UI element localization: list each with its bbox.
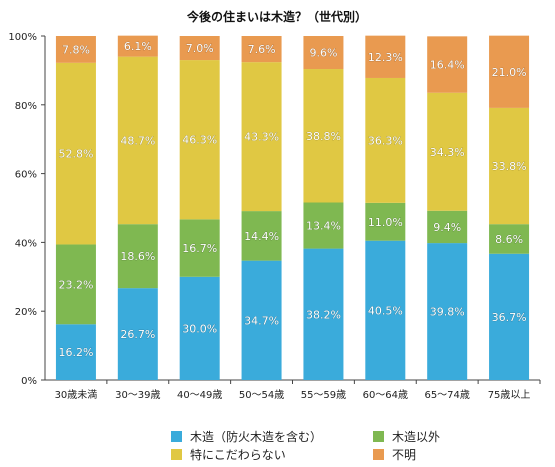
- x-tick-label: 75歳以上: [488, 389, 531, 401]
- data-label: 14.4%: [244, 230, 279, 243]
- bar-segment: [303, 36, 344, 70]
- chart-title: 今後の住まいは木造？（世代別）: [186, 9, 367, 24]
- bar-segment: [55, 324, 96, 380]
- bar-segment: [427, 210, 468, 244]
- bar-segment: [55, 36, 96, 63]
- bar-segment: [117, 56, 158, 225]
- data-label: 7.8%: [62, 43, 90, 56]
- legend-item-non-wooden: 木造以外: [373, 428, 440, 445]
- bar-segment: [55, 244, 96, 325]
- y-tick-label: 100%: [8, 32, 37, 43]
- data-label: 52.8%: [58, 148, 93, 161]
- data-label: 21.0%: [492, 66, 527, 79]
- data-label: 36.3%: [368, 134, 403, 147]
- legend-swatch: [171, 449, 182, 460]
- data-label: 9.6%: [309, 47, 337, 60]
- data-label: 39.8%: [430, 306, 465, 319]
- y-tick-label: 20%: [15, 307, 37, 318]
- data-label: 7.6%: [248, 43, 276, 56]
- bar-segment: [427, 36, 468, 93]
- data-label: 36.7%: [492, 311, 527, 324]
- data-label: 34.3%: [430, 146, 465, 159]
- bar-segment: [365, 240, 406, 380]
- x-tick-label: 50～54歳: [239, 389, 284, 401]
- y-tick-label: 80%: [15, 101, 37, 112]
- bar-segment: [303, 202, 344, 249]
- bar-segment: [179, 276, 220, 380]
- data-label: 23.2%: [58, 278, 93, 291]
- x-tick-label: 30～39歳: [115, 389, 160, 401]
- data-label: 18.6%: [120, 250, 155, 263]
- data-label: 9.4%: [433, 221, 461, 234]
- legend-label: 特にこだわらない: [190, 448, 286, 462]
- data-label: 7.0%: [186, 42, 214, 55]
- data-label: 33.8%: [492, 160, 527, 173]
- data-label: 13.4%: [306, 220, 341, 233]
- legend-label: 木造（防火木造を含む）: [190, 430, 323, 444]
- data-label: 30.0%: [182, 322, 217, 335]
- bar-segment: [427, 243, 468, 380]
- data-label: 43.3%: [244, 131, 279, 144]
- x-tick-label: 60～64歳: [363, 389, 408, 401]
- bar-segment: [55, 62, 96, 245]
- bar-segment: [117, 224, 158, 289]
- x-tick-label: 55～59歳: [301, 389, 346, 401]
- chart-bars: [55, 35, 530, 380]
- bar-segment: [489, 35, 530, 108]
- x-tick-label: 65～74歳: [424, 389, 469, 401]
- bar-segment: [365, 35, 406, 78]
- y-axis-tick-labels: 0% 20% 40% 60% 80% 100%: [8, 32, 37, 387]
- data-label: 40.5%: [368, 304, 403, 317]
- legend-swatch: [373, 449, 384, 460]
- x-tick-label: 30歳未満: [55, 389, 98, 401]
- data-label: 16.4%: [430, 59, 465, 72]
- y-tick-label: 40%: [15, 238, 37, 249]
- bar-segment: [241, 211, 282, 261]
- bar-segment: [179, 60, 220, 220]
- bar-segment: [427, 92, 468, 211]
- bar-segment: [303, 69, 344, 203]
- bar-segment: [179, 36, 220, 61]
- bar-segment: [241, 62, 282, 212]
- data-label: 16.2%: [58, 346, 93, 359]
- data-label: 48.7%: [120, 134, 155, 147]
- data-label: 26.7%: [120, 328, 155, 341]
- bar-segment: [241, 36, 282, 63]
- legend-label: 木造以外: [392, 430, 441, 444]
- data-label: 46.3%: [182, 134, 217, 147]
- data-label: 16.7%: [182, 242, 217, 255]
- bar-segment: [365, 77, 406, 203]
- data-label: 6.1%: [124, 40, 152, 53]
- bar-segment: [489, 224, 530, 254]
- y-tick-label: 0%: [21, 376, 37, 387]
- bar-segment: [117, 288, 158, 380]
- bar-segment: [303, 248, 344, 380]
- bar-segment: [241, 260, 282, 380]
- y-tick-label: 60%: [15, 170, 37, 181]
- data-label: 38.8%: [306, 130, 341, 143]
- chart-data-labels: 16.2% 23.2% 52.8% 7.8% 26.7% 18.6% 48.7% 6.1% 30…: [58, 40, 527, 360]
- bar-segment: [117, 35, 158, 57]
- legend-item-unknown: 不明: [373, 446, 416, 463]
- bar-segment: [365, 202, 406, 241]
- bar-segment: [489, 253, 530, 380]
- data-label: 34.7%: [244, 314, 279, 327]
- legend-swatch: [171, 431, 182, 442]
- legend-label: 不明: [392, 448, 417, 462]
- legend-swatch: [373, 431, 384, 442]
- data-label: 38.2%: [306, 308, 341, 321]
- legend-item-wooden: 木造（防火木造を含む）: [171, 428, 322, 445]
- data-label: 8.6%: [495, 233, 523, 246]
- data-label: 11.0%: [368, 216, 403, 229]
- legend-item-no-preference: 特にこだわらない: [171, 446, 286, 463]
- x-axis-tick-labels: 30歳未満 30～39歳 40～49歳 50～54歳 55～59歳 60～64歳 65～74…: [55, 389, 531, 401]
- x-tick-label: 40～49歳: [177, 389, 222, 401]
- data-label: 12.3%: [368, 51, 403, 64]
- bar-segment: [489, 107, 530, 225]
- bar-segment: [179, 219, 220, 277]
